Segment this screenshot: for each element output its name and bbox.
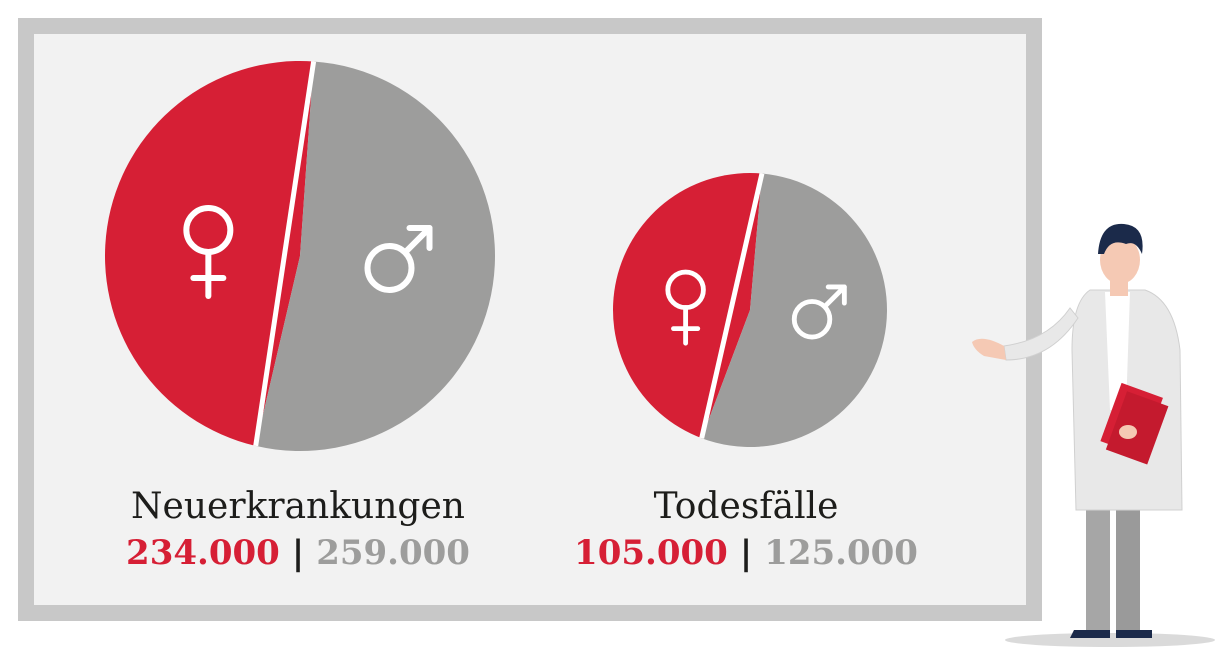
chart-title: Neuerkrankungen [131,486,465,527]
female-value-label: 234.000 [126,533,280,573]
doctor-presenter-illustration [972,223,1215,647]
pie-chart-0 [104,60,495,451]
male-value-label: 125.000 [764,533,918,573]
caption-neuerkrankungen: Neuerkrankungen 234.000 | 259.000 [88,486,508,574]
value-separator: | [739,533,753,573]
shirt [1105,292,1130,410]
pie-chart-1 [613,172,888,447]
male-slice [255,61,495,451]
caption-todesfaelle: Todesfälle 105.000 | 125.000 [536,486,956,574]
female-symbol-icon [665,269,706,346]
female-symbol-icon [183,205,234,299]
floor-shadow [1005,633,1215,647]
slice-divider [699,172,765,439]
red-clipboard [1100,382,1169,465]
hair [1098,223,1143,254]
chart-title: Todesfälle [653,486,839,527]
face [1100,236,1140,284]
value-row: 105.000 | 125.000 [536,533,956,573]
female-value-label: 105.000 [574,533,728,573]
value-row: 234.000 | 259.000 [88,533,508,573]
pointing-arm [1003,307,1079,361]
slice-divider [253,61,317,447]
value-separator: | [291,533,305,573]
male-symbol-icon [364,225,433,293]
right-shoe [1116,630,1152,638]
hand [972,338,1006,360]
male-symbol-icon [791,284,847,340]
left-shoe [1070,630,1110,638]
holding-hand [1119,425,1137,439]
male-value-label: 259.000 [316,533,470,573]
